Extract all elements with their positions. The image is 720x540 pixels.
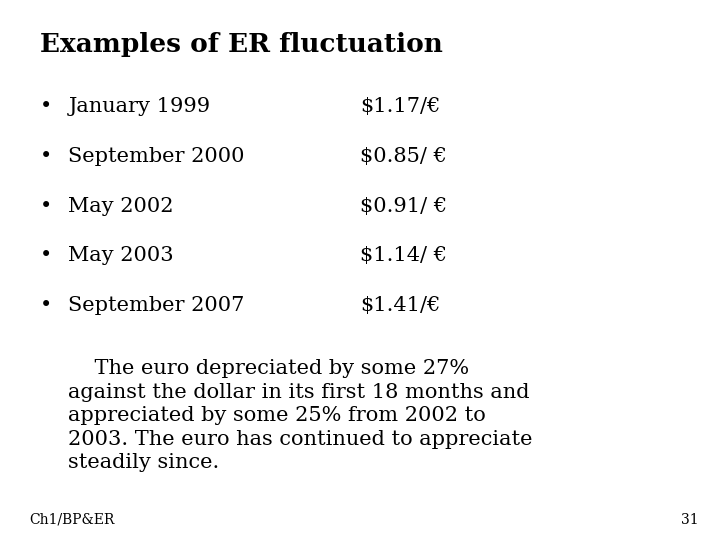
Text: January 1999: January 1999 xyxy=(68,97,210,116)
Text: •: • xyxy=(40,147,52,166)
Text: September 2000: September 2000 xyxy=(68,147,245,166)
Text: September 2007: September 2007 xyxy=(68,296,245,315)
Text: $1.14/ €: $1.14/ € xyxy=(360,246,447,265)
Text: $1.41/€: $1.41/€ xyxy=(360,296,441,315)
Text: The euro depreciated by some 27%
against the dollar in its first 18 months and
a: The euro depreciated by some 27% against… xyxy=(68,359,533,472)
Text: •: • xyxy=(40,97,52,116)
Text: $1.17/€: $1.17/€ xyxy=(360,97,441,116)
Text: $0.85/ €: $0.85/ € xyxy=(360,147,447,166)
Text: 31: 31 xyxy=(681,512,698,526)
Text: May 2002: May 2002 xyxy=(68,197,174,215)
Text: Examples of ER fluctuation: Examples of ER fluctuation xyxy=(40,32,443,57)
Text: $0.91/ €: $0.91/ € xyxy=(360,197,447,215)
Text: •: • xyxy=(40,296,52,315)
Text: Ch1/BP&ER: Ch1/BP&ER xyxy=(29,512,114,526)
Text: •: • xyxy=(40,197,52,215)
Text: •: • xyxy=(40,246,52,265)
Text: May 2003: May 2003 xyxy=(68,246,174,265)
